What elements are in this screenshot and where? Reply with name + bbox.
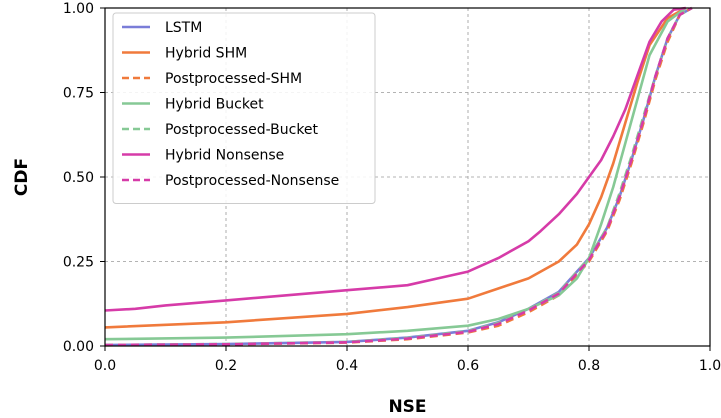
series-lines [104, 6, 693, 347]
x-tick-label: 1.0 [699, 358, 721, 374]
legend: LSTM Hybrid SHM Postprocessed-SHM Hybrid Bu… [112, 12, 376, 204]
x-tick-label: 0.4 [336, 358, 358, 374]
series-line-postprocessed-shm [104, 6, 693, 347]
x-tick-label: 0.2 [215, 358, 237, 374]
y-tick-label: 0.25 [63, 255, 94, 271]
series-line-postprocessed-nonsense [104, 6, 693, 347]
series-line-hybrid-nonsense [104, 6, 686, 312]
y-tick-label: 1.00 [63, 1, 94, 17]
x-axis-title: NSE [388, 397, 426, 417]
legend-label: Hybrid Nonsense [165, 148, 284, 164]
y-tick-label: 0.75 [63, 86, 94, 102]
legend-label: Postprocessed-SHM [165, 71, 302, 87]
legend-label: Hybrid SHM [165, 46, 247, 62]
x-tick-label: 0.8 [578, 358, 600, 374]
y-tick-label: 0.00 [63, 339, 94, 355]
y-tick-label: 0.50 [63, 170, 94, 186]
y-axis-title: CDF [12, 158, 32, 196]
legend-label: LSTM [165, 20, 202, 36]
series-line-hybrid-bucket [104, 6, 687, 341]
legend-label: Hybrid Bucket [165, 97, 264, 113]
legend-box [112, 12, 376, 204]
series-line-hybrid-shm [104, 6, 687, 329]
x-tick-label: 0.0 [94, 358, 116, 374]
axis-ticks: 0.0 0.2 0.4 0.6 0.8 1.0 0.00 0.25 0.50 0.75 1.00 [63, 1, 721, 374]
legend-label: Postprocessed-Bucket [165, 122, 319, 138]
x-tick-label: 0.6 [457, 358, 479, 374]
legend-label: Postprocessed-Nonsense [165, 173, 339, 189]
